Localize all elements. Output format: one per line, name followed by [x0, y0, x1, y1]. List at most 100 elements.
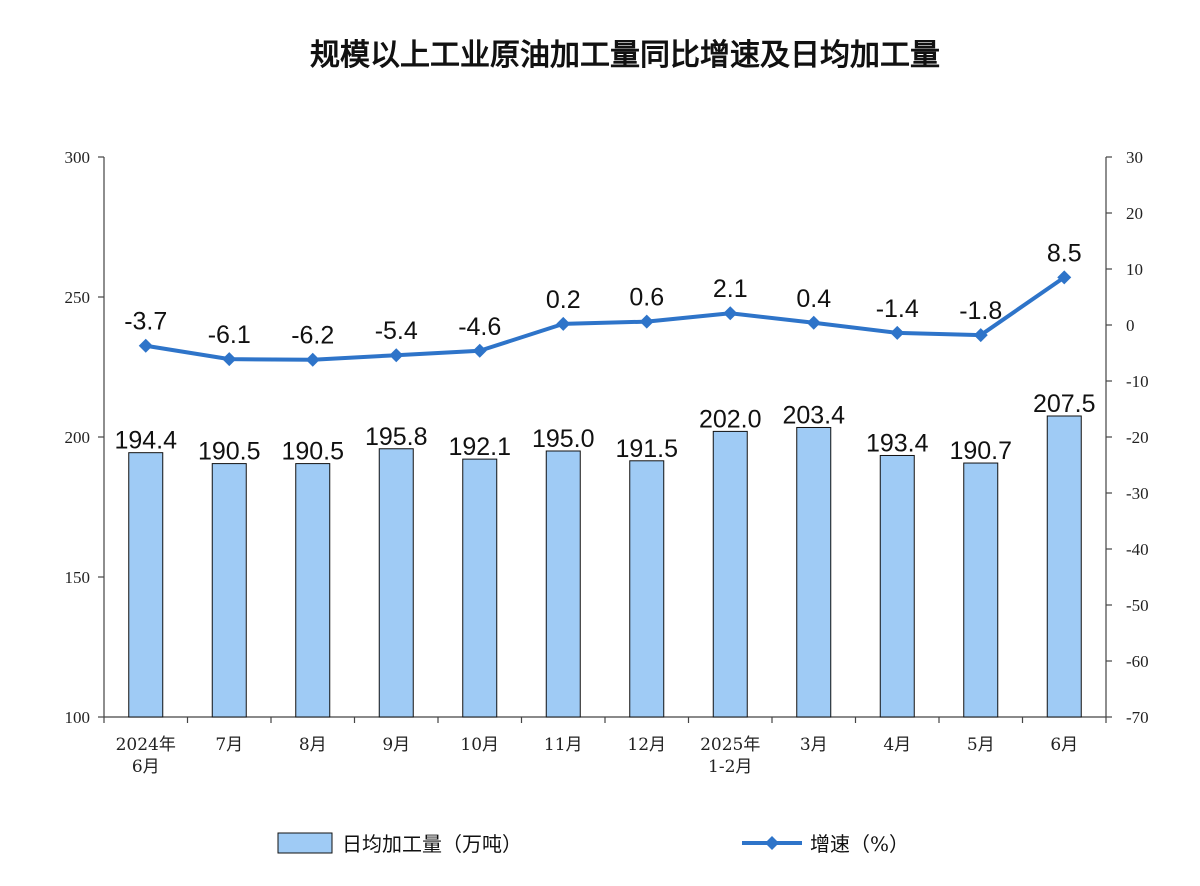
bar-series: [128, 415, 1082, 718]
bar-value-label: 190.7: [949, 437, 1012, 465]
y-left-tick-label: 100: [65, 708, 91, 727]
line-value-label: 0.6: [629, 284, 664, 312]
line-marker: [890, 325, 905, 340]
line-marker: [556, 316, 571, 331]
x-tick-label-line: 10月: [460, 735, 499, 755]
x-tick-label: 5月: [967, 735, 995, 755]
bar-value-label: 193.4: [866, 429, 929, 457]
line-marker: [472, 343, 487, 358]
x-tick-label: 9月: [382, 735, 410, 755]
x-tick-label-line: 6月: [132, 757, 160, 777]
x-tick-label: 2024年 6月: [116, 735, 176, 777]
chart-title: 规模以上工业原油加工量同比增速及日均加工量: [310, 38, 940, 73]
y-right-tick-label: -10: [1126, 372, 1149, 391]
line-marker: [1057, 270, 1072, 285]
x-tick-label-line: 6月: [1050, 735, 1078, 755]
y-left-tick-label: 250: [65, 288, 91, 307]
bar: [629, 460, 665, 718]
legend-bar-label: 日均加工量（万吨）: [342, 832, 522, 856]
bar: [879, 454, 915, 718]
line-value-label: 2.1: [713, 275, 748, 303]
line-value-label: 8.5: [1047, 239, 1082, 267]
bar: [712, 430, 748, 718]
x-tick-label-line: 12月: [627, 735, 666, 755]
x-tick-label: 12月: [627, 735, 666, 755]
x-tick-label-line: 8月: [299, 735, 327, 755]
x-tick-label-line: 2025年: [700, 735, 760, 755]
y-right-tick-label: -30: [1126, 484, 1149, 503]
bar: [295, 463, 331, 718]
line-value-label: -1.8: [959, 297, 1002, 325]
bar-value-label: 192.1: [448, 433, 511, 461]
line-series: [138, 270, 1072, 367]
bar-value-label: 207.5: [1033, 390, 1096, 418]
line-marker: [305, 352, 320, 367]
bar: [128, 452, 164, 718]
y-left-tick-label: 300: [65, 148, 91, 167]
bar-value-label: 191.5: [615, 435, 678, 463]
y-right-tick-label: -60: [1126, 652, 1149, 671]
y-right-tick-label: -20: [1126, 428, 1149, 447]
y-right-tick-label: 10: [1126, 260, 1143, 279]
line-marker: [389, 348, 404, 363]
bar-value-label: 195.8: [365, 423, 428, 451]
axes: 100 150 200 250 300 -70 -60 -50 -40 -30 -20 -10 0 10 2…: [65, 148, 1149, 777]
line-value-label: 0.4: [796, 285, 831, 313]
line-value-label: 0.2: [546, 286, 581, 314]
line-marker: [138, 338, 153, 353]
data-labels: 194.4 190.5 190.5 195.8 192.1 195.0 191.5 202.0…: [114, 239, 1095, 465]
x-tick-label-line: 9月: [382, 735, 410, 755]
x-tick-label-line: 3月: [800, 735, 828, 755]
x-tick-label: 10月: [460, 735, 499, 755]
legend-line-marker: [765, 836, 779, 850]
y-right-tick-label: -50: [1126, 596, 1149, 615]
x-tick-label-line: 11月: [544, 735, 583, 755]
bar-value-label: 202.0: [699, 405, 762, 433]
x-tick-label: 6月: [1050, 735, 1078, 755]
x-tick-label: 4月: [883, 735, 911, 755]
bar: [796, 426, 832, 718]
bar-value-label: 190.5: [198, 438, 261, 466]
line-marker: [639, 314, 654, 329]
bar-value-label: 203.4: [782, 401, 845, 429]
line-value-label: -6.2: [291, 322, 334, 350]
line-marker: [806, 315, 821, 330]
line-marker: [973, 328, 988, 343]
bar-value-label: 194.4: [114, 427, 177, 455]
y-left-tick-label: 200: [65, 428, 91, 447]
y-right-tick-label: 0: [1126, 316, 1135, 335]
bar: [462, 458, 498, 718]
y-right-tick-label: -40: [1126, 540, 1149, 559]
bar: [1046, 415, 1082, 718]
x-tick-label: 8月: [299, 735, 327, 755]
x-tick-label-line: 1-2月: [708, 757, 752, 777]
line-marker: [723, 306, 738, 321]
legend-line-label: 增速（%）: [810, 832, 909, 856]
bar: [963, 462, 999, 718]
legend-bar-swatch: [277, 832, 333, 854]
x-tick-label-line: 4月: [883, 735, 911, 755]
growth-line: [145, 275, 1066, 362]
line-value-label: -6.1: [208, 321, 251, 349]
y-right-tick-label: -70: [1126, 708, 1149, 727]
legend: 日均加工量（万吨） 增速（%）: [277, 832, 909, 856]
x-tick-label: 7月: [215, 735, 243, 755]
y-left-tick-label: 150: [65, 568, 91, 587]
x-tick-label: 11月: [544, 735, 583, 755]
y-right-tick-label: 30: [1126, 148, 1143, 167]
x-tick-label-line: 2024年: [116, 735, 176, 755]
bar-value-label: 195.0: [532, 425, 595, 453]
bar-value-label: 190.5: [281, 438, 344, 466]
x-tick-label: 2025年 1-2月: [700, 735, 760, 777]
x-tick-label-line: 7月: [215, 735, 243, 755]
line-marker: [222, 352, 237, 367]
bar: [545, 450, 581, 718]
x-tick-label-line: 5月: [967, 735, 995, 755]
x-tick-label: 3月: [800, 735, 828, 755]
line-value-label: -3.7: [124, 308, 167, 336]
line-value-label: -4.6: [458, 313, 501, 341]
bar: [211, 463, 247, 718]
bar: [378, 448, 414, 718]
line-value-label: -1.4: [876, 295, 919, 323]
